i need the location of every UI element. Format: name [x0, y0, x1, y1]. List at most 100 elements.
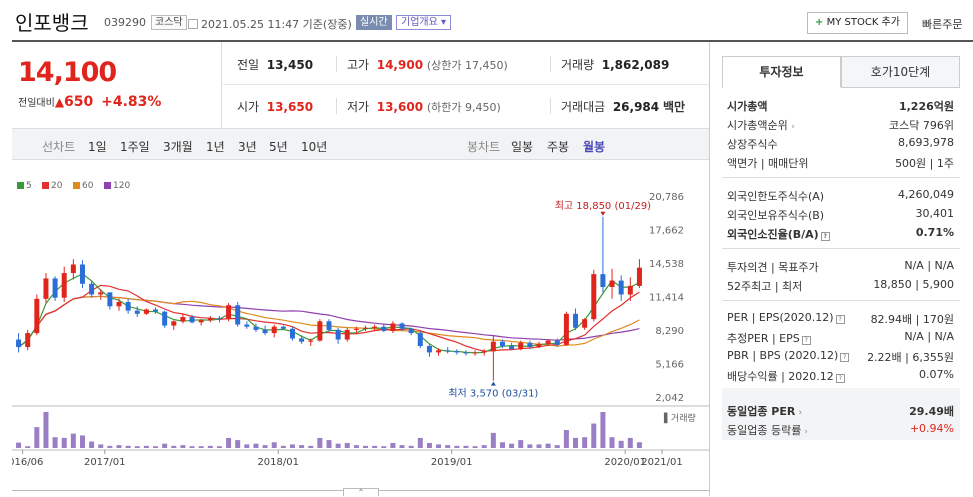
dividend-row: 배당수익률 | 2020.12? 0.07% [727, 368, 954, 383]
x-tick-label: 2018/01 [257, 457, 299, 466]
volume-bar [573, 437, 579, 448]
volume-bar [262, 445, 268, 448]
candle-up [271, 326, 277, 334]
y-tick-label: 8,290 [655, 326, 684, 337]
volume-bar [70, 433, 76, 448]
candle-up [180, 317, 186, 322]
help-icon[interactable]: ? [820, 232, 830, 241]
volume-bar [180, 445, 186, 448]
candle-up [198, 320, 204, 323]
candle-down [445, 350, 451, 352]
period-10y[interactable]: 10년 [301, 140, 328, 154]
candle-down [499, 341, 505, 346]
candle-monthly[interactable]: 월봉 [583, 140, 606, 154]
volume-bar [499, 442, 505, 448]
high-annotation: 최고 18,850 (01/29) [555, 200, 651, 212]
collapse-handle[interactable]: ⌃ [343, 488, 379, 497]
industry-per-row[interactable]: 동일업종 PER › 29.49배 [727, 405, 954, 418]
volume-bar [618, 440, 624, 448]
candle-chart-label: 봉차트 [467, 140, 501, 154]
period-5y[interactable]: 5년 [269, 140, 288, 154]
volume-bar [134, 446, 140, 448]
price-summary: 14,100 전일대비▲650 +4.83% [12, 42, 222, 128]
volume-bar [244, 444, 250, 448]
plus-icon: + [815, 17, 824, 28]
tab-investment-info[interactable]: 투자정보 [722, 56, 841, 88]
x-tick-label: 2017/01 [84, 457, 126, 466]
period-1w[interactable]: 1주일 [120, 140, 150, 154]
volume-bar [308, 445, 314, 448]
period-3y[interactable]: 3년 [238, 140, 257, 154]
candle-down [216, 318, 222, 320]
candle-down [573, 313, 579, 328]
change-percent: +4.83% [101, 94, 162, 110]
volume-bar [25, 446, 31, 448]
chart-period-bar: 선차트 1일 1주일 3개월 1년 3년 5년 10년 봉차트 일봉 주봉 월봉 [12, 128, 709, 160]
candle-daily[interactable]: 일봉 [511, 140, 534, 154]
help-icon[interactable]: ? [835, 374, 845, 383]
market-cap-rank-row[interactable]: 시가총액순위 › 코스닥 796위 [727, 119, 954, 132]
candle-down [463, 352, 469, 354]
candle-up [226, 305, 232, 320]
candle-down [426, 345, 432, 353]
volume-bar [353, 445, 359, 448]
price-chart[interactable]: 20,786 17,662 14,538 11,414 8,290 5,166 2,042 ▌… [12, 176, 709, 466]
industry-box [722, 388, 960, 440]
volume-label: ▌거래량 [663, 412, 696, 424]
candle-down [244, 324, 250, 327]
candle-up [363, 327, 369, 329]
volume-bar [363, 445, 369, 448]
y-tick-label: 17,662 [649, 226, 684, 237]
help-icon[interactable]: ? [835, 315, 845, 324]
quick-order-link[interactable]: 빠른주문 [922, 18, 963, 31]
ma20-legend: 20 [42, 181, 62, 191]
volume-bar [16, 442, 22, 448]
company-info-dropdown[interactable]: 기업개요 ▾ [396, 15, 451, 30]
candle-up [317, 321, 323, 341]
candle-down [399, 323, 405, 329]
candle-up [207, 318, 213, 321]
line-chart-label: 선차트 [42, 140, 76, 154]
listed-shares-row: 상장주식수 8,693,978 [727, 136, 954, 151]
candle-weekly[interactable]: 주봉 [547, 140, 570, 154]
help-icon[interactable]: ? [840, 353, 850, 362]
realtime-badge: 실시간 [356, 15, 392, 30]
candle-up [171, 321, 177, 326]
low-annotation: 최저 3,570 (03/31) [448, 388, 538, 400]
candle-up [582, 319, 588, 328]
est-per-row: 추정PER | EPS? N/A | N/A [727, 330, 954, 345]
help-icon[interactable]: ? [801, 336, 811, 345]
candle-down [326, 321, 332, 330]
period-3m[interactable]: 3개월 [163, 140, 193, 154]
volume-bar [426, 442, 432, 448]
x-tick-label: 2019/01 [431, 457, 473, 466]
period-1d[interactable]: 1일 [88, 140, 107, 154]
candle-up [609, 280, 615, 287]
volume-bar [417, 437, 423, 448]
quote-timestamp: 2021.05.25 11:47 기준(장중) [188, 16, 352, 32]
foreign-ratio-row: 외국인소진율(B/A)? 0.71% [727, 226, 954, 241]
y-tick-label: 11,414 [649, 293, 684, 304]
volume-bar [143, 445, 149, 448]
candle-down [107, 292, 113, 307]
volume-bar [189, 446, 195, 448]
volume-bar [545, 443, 551, 448]
add-my-stock-button[interactable]: + MY STOCK 추가 [807, 12, 908, 34]
tab-orderbook-10[interactable]: 호가10단계 [841, 56, 960, 88]
volume-bar [627, 437, 633, 448]
candle-down [16, 339, 22, 348]
candle-down [89, 283, 95, 295]
volume-bar [271, 442, 277, 448]
candle-up [308, 340, 314, 342]
volume-bar [600, 412, 606, 448]
candle-up [98, 292, 104, 295]
volume-bar [554, 445, 560, 448]
volume-bar [335, 443, 341, 448]
header-divider [12, 40, 973, 42]
period-1y[interactable]: 1년 [206, 140, 225, 154]
volume-bar [43, 412, 49, 448]
volume-bar [536, 444, 542, 448]
volume-bar [198, 446, 204, 448]
candle-down [262, 329, 268, 334]
industry-change-row[interactable]: 동일업종 등락률 › +0.94% [727, 422, 954, 437]
